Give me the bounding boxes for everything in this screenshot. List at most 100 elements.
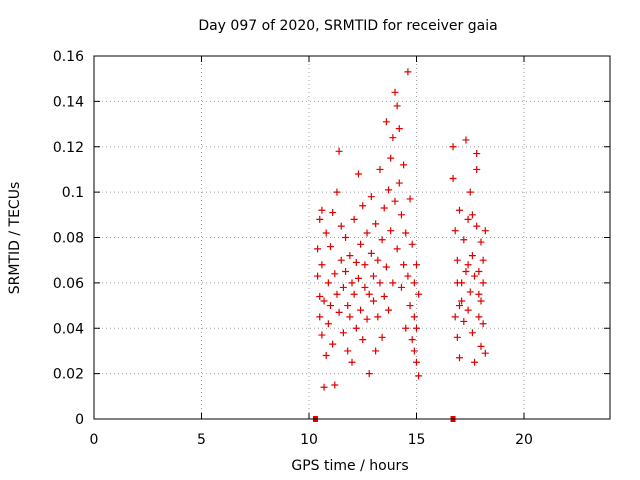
- data-point: [320, 297, 328, 305]
- data-point: [456, 302, 463, 310]
- data-point: [451, 313, 459, 321]
- data-point: [391, 88, 399, 96]
- data-point: [314, 245, 322, 253]
- data-point: [479, 256, 487, 264]
- data-point: [410, 313, 418, 321]
- data-point: [370, 272, 377, 280]
- data-point: [385, 186, 393, 194]
- data-point: [471, 272, 479, 280]
- data-point: [464, 306, 472, 314]
- data-point: [397, 283, 405, 291]
- data-point: [475, 268, 483, 276]
- data-point: [344, 302, 352, 310]
- y-tick-label: 0.14: [53, 94, 84, 110]
- data-point: [342, 268, 350, 276]
- data-point: [402, 324, 410, 332]
- data-point: [408, 336, 416, 344]
- data-point: [335, 308, 343, 316]
- data-point: [475, 290, 483, 298]
- data-point: [404, 272, 412, 280]
- data-point: [365, 290, 373, 298]
- data-point: [466, 288, 474, 296]
- data-point: [350, 290, 358, 298]
- data-point: [382, 263, 390, 271]
- x-tick-label: 20: [515, 432, 533, 448]
- x-tick-label: 5: [197, 432, 206, 448]
- data-point: [348, 279, 356, 287]
- data-point: [468, 252, 476, 260]
- data-point: [408, 240, 416, 248]
- data-point: [415, 290, 423, 298]
- data-point: [378, 333, 386, 341]
- data-point: [374, 256, 382, 264]
- data-point: [451, 227, 459, 235]
- data-point: [387, 154, 395, 162]
- data-point: [464, 215, 472, 223]
- data-point: [410, 279, 418, 287]
- data-point: [479, 279, 487, 287]
- data-point: [413, 324, 420, 332]
- data-point: [357, 306, 365, 314]
- y-tick-label: 0.04: [53, 321, 84, 337]
- data-point: [456, 206, 463, 214]
- data-point: [342, 234, 350, 241]
- data-point: [361, 261, 369, 269]
- data-point: [376, 165, 384, 173]
- data-point: [481, 227, 489, 235]
- data-point: [453, 333, 461, 341]
- data-point: [322, 351, 330, 359]
- data-point: [460, 317, 468, 325]
- y-tick-label: 0.08: [53, 231, 84, 247]
- data-point: [322, 229, 330, 237]
- data-point: [367, 193, 375, 201]
- data-point: [395, 125, 403, 133]
- data-point: [400, 261, 408, 269]
- data-point: [348, 358, 356, 366]
- data-point: [365, 370, 373, 378]
- axis-ticks: [93, 55, 610, 420]
- data-point: [473, 222, 481, 230]
- data-point: [316, 292, 324, 300]
- x-tick-label: 10: [300, 432, 318, 448]
- data-point: [331, 270, 339, 278]
- data-point: [318, 331, 326, 339]
- y-tick-label: 0.02: [53, 367, 84, 383]
- data-point: [337, 222, 345, 230]
- data-point: [477, 342, 485, 350]
- data-point: [324, 279, 332, 287]
- data-point: [404, 68, 412, 76]
- data-point: [380, 204, 388, 212]
- chart-title: Day 097 of 2020, SRMTID for receiver gai…: [198, 18, 497, 34]
- data-point: [318, 206, 326, 214]
- data-point: [339, 329, 347, 337]
- data-point: [471, 358, 479, 366]
- data-point: [344, 347, 352, 355]
- data-point: [462, 136, 470, 144]
- x-tick-label: 15: [408, 432, 426, 448]
- data-point: [374, 313, 382, 321]
- data-point: [477, 297, 485, 305]
- data-point: [367, 249, 375, 257]
- x-axis-label: GPS time / hours: [291, 458, 408, 474]
- data-point: [387, 227, 395, 235]
- data-point: [453, 256, 461, 264]
- data-point: [477, 238, 485, 246]
- data-point: [456, 354, 463, 362]
- data-point: [354, 274, 362, 282]
- data-point: [316, 215, 324, 223]
- data-point: [337, 256, 345, 264]
- data-point: [402, 229, 410, 237]
- data-point: [372, 347, 380, 355]
- data-point: [413, 261, 420, 269]
- data-point: [378, 236, 386, 244]
- data-point: [333, 188, 341, 196]
- y-tick-label: 0.1: [62, 185, 84, 201]
- data-point: [329, 209, 337, 217]
- y-tick-label: 0: [75, 412, 84, 428]
- data-point: [395, 179, 403, 187]
- data-point: [462, 268, 470, 276]
- data-point: [380, 292, 388, 300]
- data-point: [363, 315, 371, 323]
- data-point: [346, 313, 354, 321]
